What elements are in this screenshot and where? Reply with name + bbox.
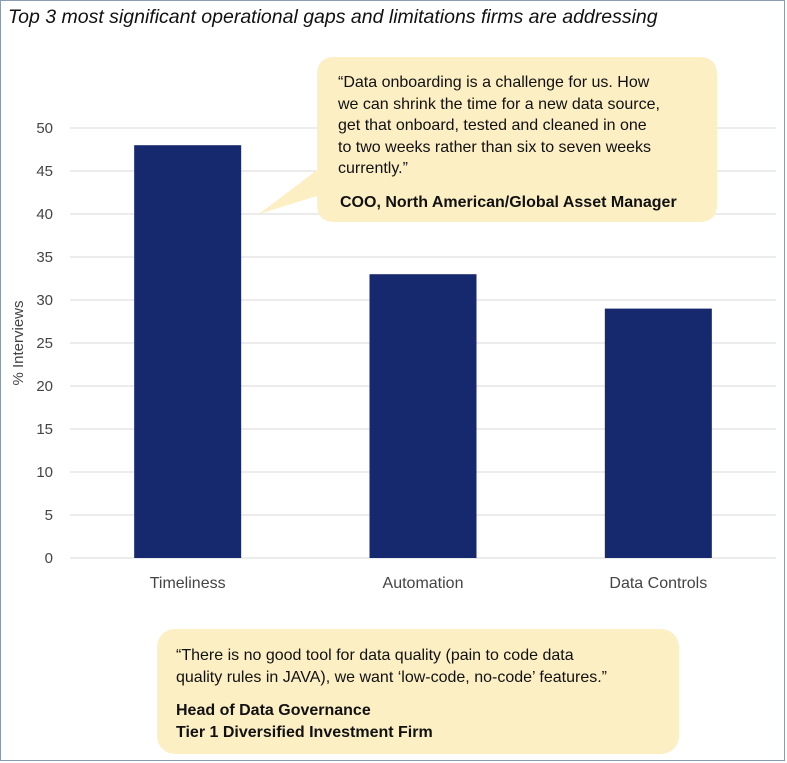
bar-data-controls — [604, 308, 712, 558]
y-tick-label: 50 — [36, 120, 53, 137]
quote-line: currently.” — [338, 160, 408, 177]
y-tick-label: 20 — [36, 378, 53, 395]
attribution-line: Head of Data Governance — [176, 702, 371, 719]
y-tick-label: 10 — [36, 464, 53, 481]
y-tick-label: 30 — [36, 292, 53, 309]
bar-timeliness — [134, 145, 242, 558]
x-tick-label: Data Controls — [609, 575, 707, 592]
y-tick-label: 25 — [36, 335, 53, 352]
bottom-callout-attribution: Head of Data Governance Tier 1 Diversifi… — [176, 700, 433, 744]
top-callout-quote: “Data onboarding is a challenge for us. … — [338, 72, 660, 180]
quote-line: we can shrink the time for a new data so… — [338, 95, 660, 113]
bar-automation — [369, 274, 477, 558]
quote-line: quality rules in JAVA), we want ‘low-cod… — [176, 668, 608, 686]
y-tick-label: 0 — [45, 550, 53, 567]
attribution-line: Tier 1 Diversified Investment Firm — [176, 724, 433, 741]
x-tick-label: Timeliness — [150, 575, 226, 592]
y-tick-label: 15 — [36, 421, 53, 438]
y-tick-label: 45 — [36, 163, 53, 180]
x-tick-label: Automation — [383, 575, 464, 592]
bottom-callout-quote: “There is no good tool for data quality … — [176, 645, 607, 688]
y-tick-label: 40 — [36, 206, 53, 223]
chart-title: Top 3 most significant operational gaps … — [8, 6, 658, 28]
quote-line: get that onboard, tested and cleaned in … — [338, 117, 647, 134]
quote-line: to two weeks rather than six to seven we… — [338, 138, 652, 156]
x-axis-ticks: Timeliness Automation Data Controls — [150, 575, 708, 592]
top-callout-attribution: COO, North American/Global Asset Manager — [340, 194, 677, 211]
y-tick-label: 5 — [45, 507, 53, 524]
y-tick-label: 35 — [36, 249, 53, 266]
y-axis-label: % Interviews — [10, 300, 27, 385]
bars — [134, 145, 712, 558]
bottom-callout-bubble — [157, 629, 679, 754]
y-axis-ticks: 0 5 10 15 20 25 30 35 40 45 50 — [36, 120, 53, 567]
top-callout-bubble — [259, 57, 717, 222]
quote-line: “There is no good tool for data quality … — [176, 647, 574, 664]
quote-line: “Data onboarding is a challenge for us. … — [338, 74, 650, 91]
